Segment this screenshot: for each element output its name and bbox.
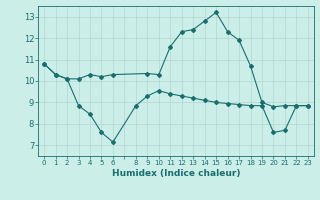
X-axis label: Humidex (Indice chaleur): Humidex (Indice chaleur) xyxy=(112,169,240,178)
